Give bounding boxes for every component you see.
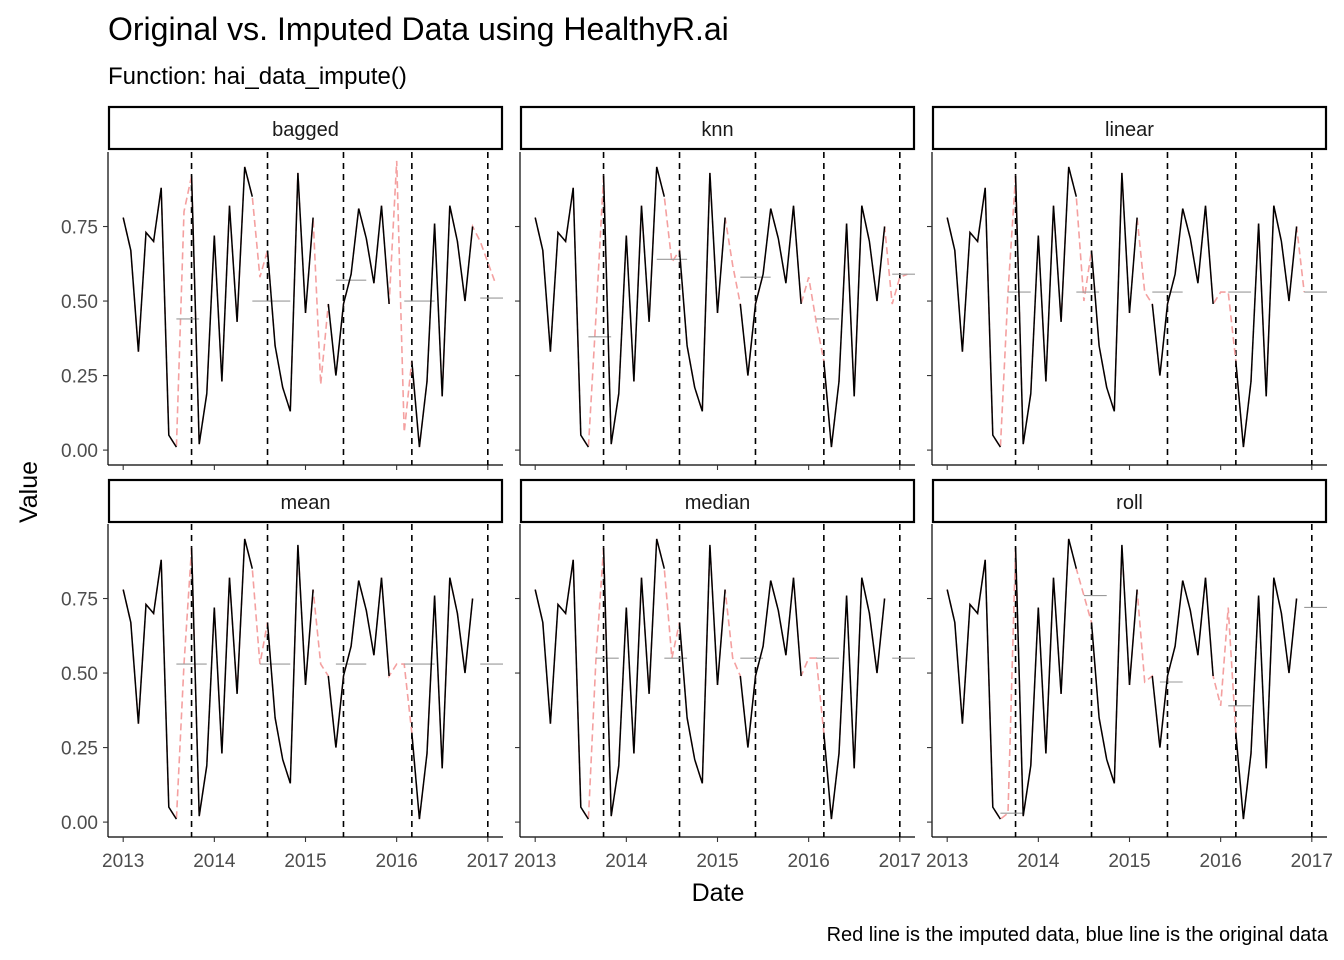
facet-strip [931, 478, 1328, 524]
panel-linear: linear [927, 105, 1328, 470]
x-tick-label: 2013 [926, 851, 968, 872]
original-series-line [739, 577, 802, 748]
facet-label: roll [1116, 492, 1143, 514]
original-series-line [946, 187, 1002, 448]
original-series-line [1235, 205, 1298, 448]
facet-strip [107, 105, 504, 151]
y-tick-label: 0.00 [61, 813, 98, 834]
facet-panels: bagged 0.00 0.25 0.50 0.75 knn linear mean 0.00 0… [61, 105, 1333, 872]
original-series-line [1014, 166, 1078, 445]
original-series-line [190, 166, 254, 445]
original-series-line [1151, 205, 1214, 376]
y-tick-label: 0.75 [61, 218, 98, 239]
x-tick-label: 2015 [1108, 851, 1150, 872]
y-tick-label: 0.50 [61, 664, 98, 685]
x-tick-label: 2014 [193, 851, 236, 872]
y-axis-title: Value [15, 461, 43, 523]
chart-title: Original vs. Imputed Data using HealthyR… [108, 11, 729, 47]
facet-label: bagged [272, 119, 339, 141]
panel-roll: roll 2013 2014 2015 2016 2017 [926, 478, 1333, 872]
imputed-series-line [122, 538, 474, 822]
original-series-line [534, 187, 590, 448]
y-tick-label: 0.75 [61, 590, 98, 611]
imputed-series-line [946, 166, 1305, 450]
x-tick-label: 2016 [376, 851, 418, 872]
original-series-line [266, 544, 314, 784]
panel-median: median 2013 2014 2015 2016 2017 [514, 478, 921, 872]
original-series-line [739, 205, 802, 376]
x-tick-label: 2014 [605, 851, 648, 872]
original-series-line [823, 577, 886, 820]
y-tick-label: 0.00 [61, 441, 98, 462]
original-series-line [1090, 172, 1138, 412]
facet-label: mean [280, 492, 330, 514]
panel-mean: mean 0.00 0.25 0.50 0.75 2013 2014 2015 2016 2017 [61, 478, 509, 872]
original-series-line [602, 166, 666, 445]
x-axis-title: Date [692, 879, 745, 907]
original-series-line [1235, 577, 1298, 820]
imputed-series-line [534, 538, 886, 822]
x-tick-label: 2013 [102, 851, 144, 872]
facet-label: linear [1105, 119, 1154, 141]
x-tick-label: 2017 [1291, 851, 1333, 872]
x-tick-label: 2013 [514, 851, 556, 872]
original-series-line [602, 538, 666, 817]
x-tick-label: 2017 [467, 851, 509, 872]
original-series-line [266, 172, 314, 412]
original-series-line [327, 577, 390, 748]
y-tick-label: 0.25 [61, 739, 98, 760]
original-series-line [1014, 538, 1078, 817]
original-series-line [1090, 544, 1138, 784]
original-series-line [327, 205, 390, 376]
y-tick-label: 0.25 [61, 367, 98, 388]
original-series-line [534, 559, 590, 820]
x-tick-label: 2014 [1017, 851, 1060, 872]
original-series-line [946, 559, 1002, 820]
x-tick-label: 2017 [879, 851, 921, 872]
chart-subtitle: Function: hai_data_impute() [108, 63, 407, 90]
original-series-line [678, 172, 726, 412]
original-series-line [411, 577, 474, 820]
facet-label: median [685, 492, 751, 514]
imputed-series-line [946, 538, 1298, 821]
original-series-line [678, 544, 726, 784]
facet-label: knn [701, 119, 733, 141]
original-series-line [411, 205, 474, 448]
x-tick-label: 2016 [788, 851, 830, 872]
imputed-series-line [122, 160, 497, 450]
original-series-line [190, 538, 254, 817]
facet-strip [931, 105, 1328, 151]
chart-caption: Red line is the imputed data, blue line … [827, 924, 1329, 946]
x-tick-label: 2015 [284, 851, 326, 872]
facet-strip [107, 478, 504, 524]
original-series-line [823, 205, 886, 448]
facet-strip [519, 105, 916, 151]
facet-strip [519, 478, 916, 524]
panel-knn: knn [515, 105, 916, 470]
x-tick-label: 2016 [1200, 851, 1242, 872]
original-series-line [122, 559, 178, 820]
imputed-series-line [534, 166, 908, 450]
x-tick-label: 2015 [696, 851, 738, 872]
y-tick-label: 0.50 [61, 292, 98, 313]
panel-bagged: bagged 0.00 0.25 0.50 0.75 [61, 105, 504, 470]
original-series-line [1151, 577, 1214, 748]
original-series-line [122, 187, 178, 448]
